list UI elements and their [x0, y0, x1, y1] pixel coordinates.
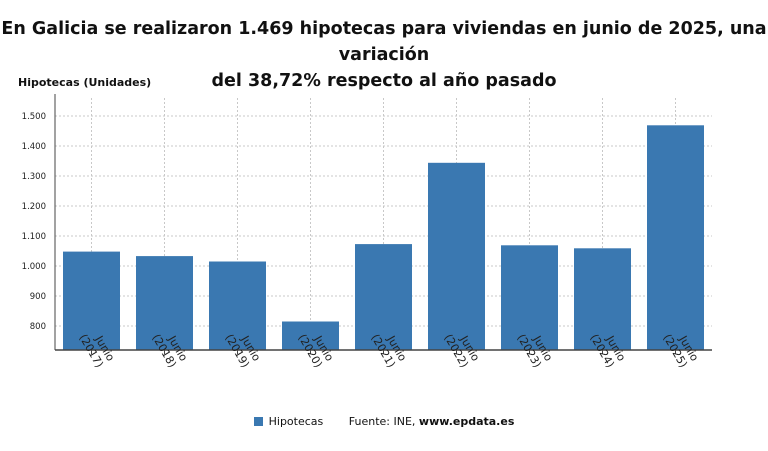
legend-swatch-hipotecas	[253, 417, 263, 426]
bar	[63, 251, 120, 350]
y-axis-label: Hipotecas (Unidades)	[18, 76, 152, 89]
y-tick-label: 1.100	[22, 232, 46, 242]
bar	[282, 321, 339, 350]
y-tick-label: 1.000	[22, 262, 46, 272]
bar	[428, 162, 485, 350]
bar	[501, 245, 558, 350]
bar	[647, 125, 704, 350]
bar	[355, 244, 412, 350]
legend: Hipotecas Fuente: INE, www.epdata.es	[0, 415, 768, 428]
bar	[574, 248, 631, 350]
x-tick-label: Junio(2023)	[514, 325, 555, 370]
y-tick-label: 1.200	[22, 202, 46, 212]
chart-title-line-1: En Galicia se realizaron 1.469 hipotecas…	[1, 19, 767, 65]
chart-title-line-2: del 38,72% respecto al año pasado	[211, 71, 557, 91]
source-site: www.epdata.es	[418, 415, 515, 428]
source-label: Fuente: INE,	[348, 415, 419, 428]
bar	[136, 256, 193, 350]
chart-title: En Galicia se realizaron 1.469 hipotecas…	[0, 16, 768, 94]
y-tick-label: 800	[30, 322, 46, 332]
y-tick-label: 1.300	[22, 172, 46, 182]
y-tick-label: 1.500	[22, 112, 46, 122]
legend-label-hipotecas: Hipotecas	[268, 415, 324, 428]
source-note: Fuente: INE, www.epdata.es	[349, 415, 515, 428]
y-tick-label: 900	[30, 292, 46, 302]
y-tick-label: 1.400	[22, 142, 46, 152]
bar	[209, 261, 266, 350]
